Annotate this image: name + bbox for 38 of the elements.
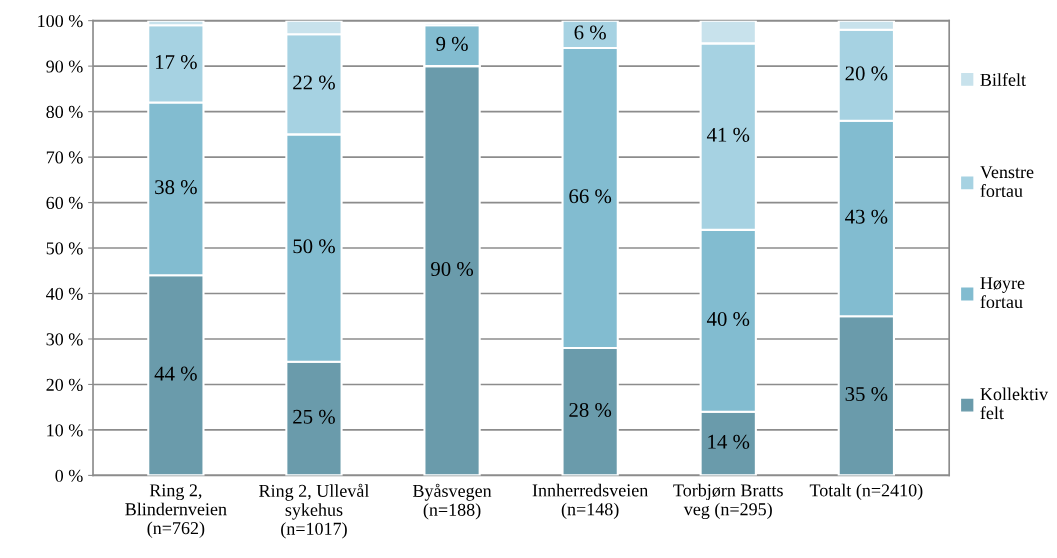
x-tick-label: Totalt (n=2410): [809, 483, 923, 501]
data-label: 44 %: [154, 366, 197, 381]
legend-label: Venstre fortau: [980, 166, 1034, 198]
data-label: 14 %: [708, 434, 750, 449]
data-label: 66 %: [569, 189, 612, 204]
x-tick-label: Ring 2, Ullevål sykehus (n=1017): [259, 483, 370, 539]
data-label: 9 %: [436, 36, 468, 51]
y-tick-label: 80 %: [46, 105, 83, 119]
legend-label: Kollektiv felt: [980, 387, 1049, 420]
y-tick-label: 20 %: [46, 378, 83, 391]
x-tick-label: Torbjørn Bratts veg (n=295): [673, 483, 783, 520]
y-tick-label: 40 %: [46, 287, 83, 301]
data-label: 22 %: [293, 75, 335, 90]
y-tick-label: 10 %: [47, 424, 83, 437]
x-tick-label: Innherredsveien (n=148): [532, 483, 649, 519]
x-tick-label: Ring 2, Blindernveien (n=762): [125, 484, 227, 538]
data-label: 43 %: [845, 209, 888, 224]
data-label: 41 %: [706, 127, 750, 142]
y-tick-label: 0 %: [55, 469, 83, 482]
data-label: 25 %: [293, 409, 335, 424]
data-label: 6 %: [574, 25, 606, 40]
data-label: 28 %: [569, 402, 612, 418]
legend-label: Bilfelt: [980, 73, 1026, 86]
y-tick-label: 30 %: [46, 333, 83, 346]
x-tick-label: Byåsvegen (n=188): [412, 483, 492, 520]
data-label: 17 %: [156, 55, 197, 70]
data-label: 38 %: [155, 180, 197, 195]
data-label: 50 %: [293, 239, 335, 254]
legend-label: Høyre fortau: [980, 277, 1025, 309]
data-label: 40 %: [706, 311, 750, 327]
data-label: 20 %: [845, 66, 888, 81]
y-tick-label: 70 %: [46, 151, 83, 164]
y-tick-label: 50 %: [46, 242, 83, 255]
y-tick-label: 60 %: [46, 196, 83, 210]
data-label: 35 %: [845, 386, 888, 402]
y-tick-label: 90 %: [46, 60, 83, 73]
data-label: 90 %: [431, 261, 474, 277]
y-tick-label: 100 %: [38, 14, 83, 28]
